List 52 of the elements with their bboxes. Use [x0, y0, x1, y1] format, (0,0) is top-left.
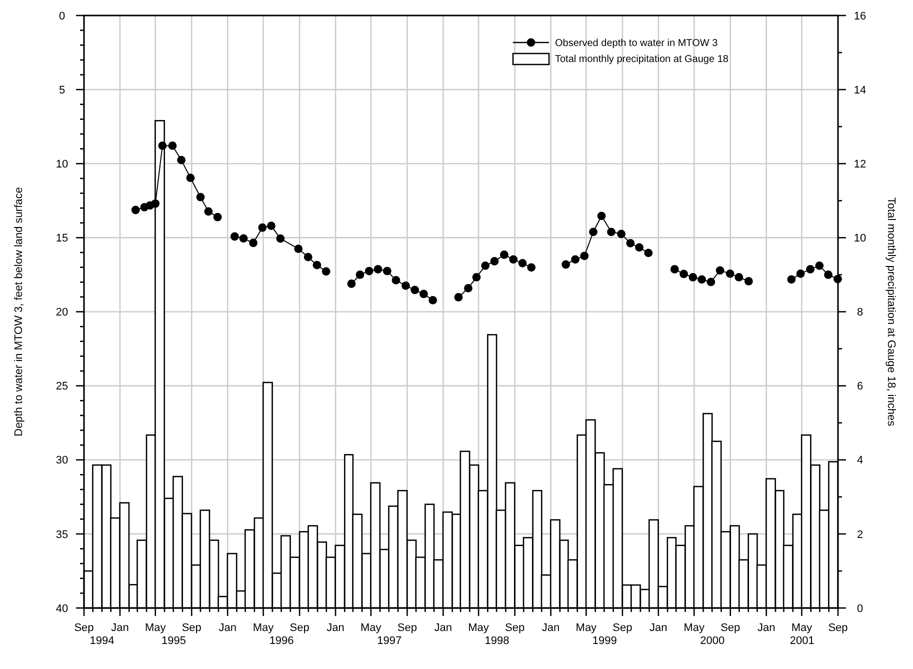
x-tick-label: Jan [111, 622, 129, 634]
y-axis-title: Depth to water in MTOW 3, feet below land surface [13, 187, 25, 436]
x-tick-label: Jan [757, 622, 776, 634]
x-tick-label: May [791, 622, 813, 634]
y-tick-label: 0 [58, 10, 66, 22]
y2-tick-label: 12 [854, 158, 866, 170]
text: 2000 [700, 635, 725, 647]
x-tick-label: Sep [74, 622, 94, 634]
y-tick-label: 5 [58, 84, 66, 96]
x-tick-label: Jan [326, 622, 344, 634]
text: 1998 [484, 635, 510, 647]
text: 2001 [790, 635, 814, 647]
y2-tick-label: 2 [856, 528, 864, 541]
text: 1995 [162, 635, 186, 647]
x-tick-label: Sep [828, 622, 848, 634]
y-tick-label: 40 [56, 602, 68, 615]
x-tick-label: May [252, 622, 274, 634]
x-tick-label: Sep [505, 622, 525, 634]
x-tick-label: Sep [720, 622, 740, 634]
x-tick-label: Jan [650, 622, 668, 634]
x-tick-label: May [576, 622, 598, 634]
y2-axis-title: Total monthly precipitation at Gauge 18, inches [885, 197, 897, 427]
x-tick-label: May [360, 622, 382, 634]
legend-label: Total monthly precipitation at Gauge 18 [555, 54, 729, 65]
x-tick-label: Jan [434, 622, 452, 634]
x-tick-label: Sep [182, 622, 202, 634]
y-tick-label: 30 [56, 454, 68, 467]
text: 1997 [377, 635, 402, 647]
text: 1996 [269, 635, 294, 647]
y2-tick-label: 8 [856, 306, 864, 319]
x-tick-label: Sep [290, 622, 310, 634]
x-tick-label: Sep [397, 622, 417, 634]
y2-tick-label: 14 [854, 84, 866, 96]
y-tick-label: 10 [56, 158, 68, 170]
y-tick-label: 25 [56, 380, 68, 393]
x-tick-label: May [684, 622, 705, 634]
y2-tick-label: 4 [856, 454, 864, 467]
x-tick-label: Jan [218, 622, 236, 634]
y2-tick-label: 6 [856, 380, 864, 393]
legend-label: Observed depth to water in MTOW 3 [555, 38, 718, 49]
x-tick-label: May [144, 622, 166, 634]
y2-tick-label: 0 [856, 602, 864, 615]
y-tick-label: 15 [56, 232, 68, 245]
x-tick-label: Jan [542, 622, 560, 634]
text: 1999 [592, 635, 617, 647]
y-tick-label: 35 [56, 528, 68, 541]
x-tick-label: Sep [612, 622, 632, 634]
x-tick-label: May [468, 622, 490, 634]
text: 1994 [90, 635, 114, 647]
y2-tick-label: 16 [854, 10, 866, 22]
y-tick-label: 20 [56, 306, 68, 319]
y2-tick-label: 10 [854, 232, 866, 245]
